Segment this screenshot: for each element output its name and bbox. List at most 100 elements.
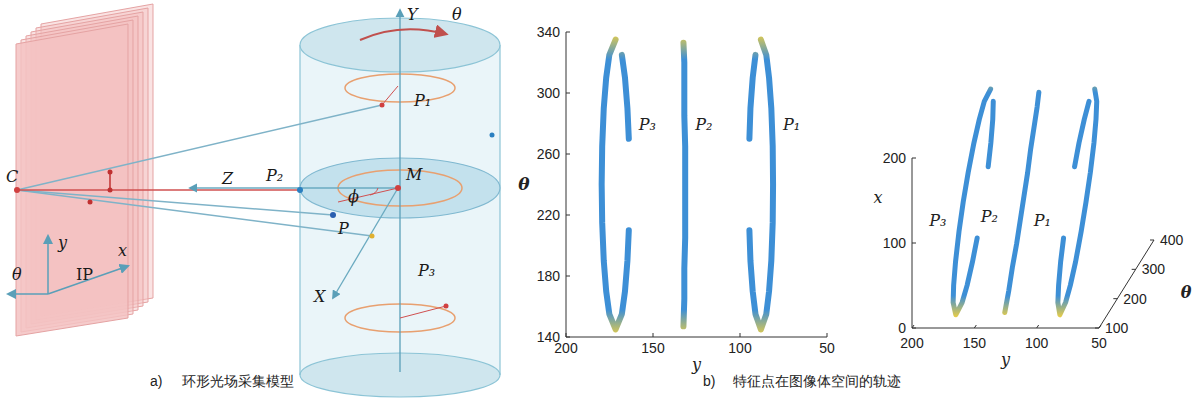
caption: 特征点在图像体空间的轨迹 xyxy=(733,373,901,389)
tick-label: 300 xyxy=(537,85,561,101)
diagram-label: x xyxy=(118,241,127,260)
series-label: P₂ xyxy=(980,207,998,226)
trajectory-3d xyxy=(953,89,993,315)
diagram-label: P₁ xyxy=(413,91,431,110)
tick xyxy=(1099,325,1101,328)
axis-label: x xyxy=(873,188,882,207)
tick xyxy=(566,337,570,338)
ray xyxy=(17,105,382,190)
trajectory xyxy=(683,43,685,327)
cylinder-side xyxy=(299,45,300,375)
point xyxy=(490,133,495,138)
radius xyxy=(382,86,398,105)
tick xyxy=(912,158,916,159)
tick-label: 50 xyxy=(1091,335,1107,351)
rotation-arrow xyxy=(360,29,446,40)
ip-axis-x xyxy=(48,266,128,294)
diagram-label: θ xyxy=(12,265,22,284)
tick-label: 220 xyxy=(537,207,561,223)
diagram-label: P₂ xyxy=(265,166,283,185)
tick-label: 200 xyxy=(1123,291,1147,307)
diagram-label: P xyxy=(337,219,349,238)
ip-axis-y xyxy=(47,236,49,294)
ip-axis-theta xyxy=(8,293,48,295)
series-label: P₃ xyxy=(638,115,656,134)
tick-label: 200 xyxy=(900,335,924,351)
tick xyxy=(1037,325,1039,328)
axis-X xyxy=(333,188,398,298)
tick xyxy=(974,325,976,328)
tick xyxy=(566,93,570,94)
tick xyxy=(1095,328,1099,329)
ip-point xyxy=(108,170,113,175)
trajectory xyxy=(749,40,773,330)
tick xyxy=(1132,269,1136,270)
series-label: P₁ xyxy=(1033,211,1051,230)
diagram-label: θ xyxy=(452,5,462,24)
trajectory-3d xyxy=(1005,92,1039,312)
tick-label: 100 xyxy=(883,235,907,251)
diagram-label: ϕ xyxy=(348,187,359,206)
tick-label: 100 xyxy=(1105,320,1129,336)
diagram-label: y xyxy=(57,233,68,252)
chart-2d: 20015010050140180220260300340yθP₃P₂P₁ xyxy=(518,24,835,374)
series-label: P₂ xyxy=(694,115,712,134)
ray-center xyxy=(17,189,300,191)
tick xyxy=(912,328,916,329)
figure: CYθP₁P₂P₃ZMϕPXyxθIPa)环形光场采集模型b)特征点在图像体空间… xyxy=(0,0,1200,398)
axis-label: θ xyxy=(1181,283,1192,302)
point-p1 xyxy=(380,103,385,108)
chart-3d: 200150100501002003004000100200yθxP₃P₂P₁ xyxy=(873,89,1191,369)
trajectory-3d xyxy=(1058,89,1097,315)
axis-line xyxy=(1099,240,1154,328)
diagram-label: Y xyxy=(407,5,419,24)
ip-point xyxy=(88,200,93,205)
axis-line xyxy=(566,337,827,338)
diagram-label: P₃ xyxy=(417,261,435,280)
tick-label: 50 xyxy=(819,340,835,356)
plot-area xyxy=(953,89,1097,315)
tick-label: 0 xyxy=(898,320,906,336)
tick xyxy=(566,154,570,155)
tick-label: 200 xyxy=(883,150,907,166)
diagram-label: IP xyxy=(76,265,93,284)
tick-label: 100 xyxy=(728,340,752,356)
tick-label: 400 xyxy=(1160,232,1184,248)
cylinder-side xyxy=(499,45,500,375)
point-p2 xyxy=(297,187,303,193)
tick xyxy=(1150,240,1154,241)
radius xyxy=(338,188,398,202)
diagram-label: M xyxy=(405,165,423,184)
axis-label: y xyxy=(691,355,702,374)
diagram-label: X xyxy=(312,287,326,306)
ip-marker xyxy=(109,172,111,190)
point xyxy=(370,234,375,239)
tick xyxy=(827,333,828,337)
tick xyxy=(912,243,916,244)
trajectory xyxy=(602,40,629,330)
caption-tag: a) xyxy=(150,373,162,389)
point-p xyxy=(330,212,336,218)
axis-line xyxy=(566,32,567,337)
tick-label: 180 xyxy=(537,268,561,284)
point-p3 xyxy=(444,304,449,309)
series-label: P₃ xyxy=(928,211,946,230)
tick-label: 100 xyxy=(1025,335,1049,351)
tick-label: 140 xyxy=(537,329,561,345)
tick xyxy=(740,333,741,337)
phi-arc xyxy=(370,188,378,195)
tick xyxy=(566,215,570,216)
radius xyxy=(400,306,446,318)
background xyxy=(0,0,1200,398)
caption-tag: b) xyxy=(703,373,715,389)
series-label: P₁ xyxy=(782,115,800,134)
tick-label: 300 xyxy=(1142,261,1166,277)
caption: 环形光场采集模型 xyxy=(182,373,294,389)
axis-line xyxy=(912,328,1099,329)
camera-center xyxy=(14,187,20,193)
panel-a: CYθP₁P₂P₃ZMϕPXyxθIPa)环形光场采集模型 xyxy=(6,4,500,397)
diagram-label: C xyxy=(6,167,18,186)
tick-label: 260 xyxy=(537,146,561,162)
tick xyxy=(566,32,570,33)
tick xyxy=(653,333,654,337)
